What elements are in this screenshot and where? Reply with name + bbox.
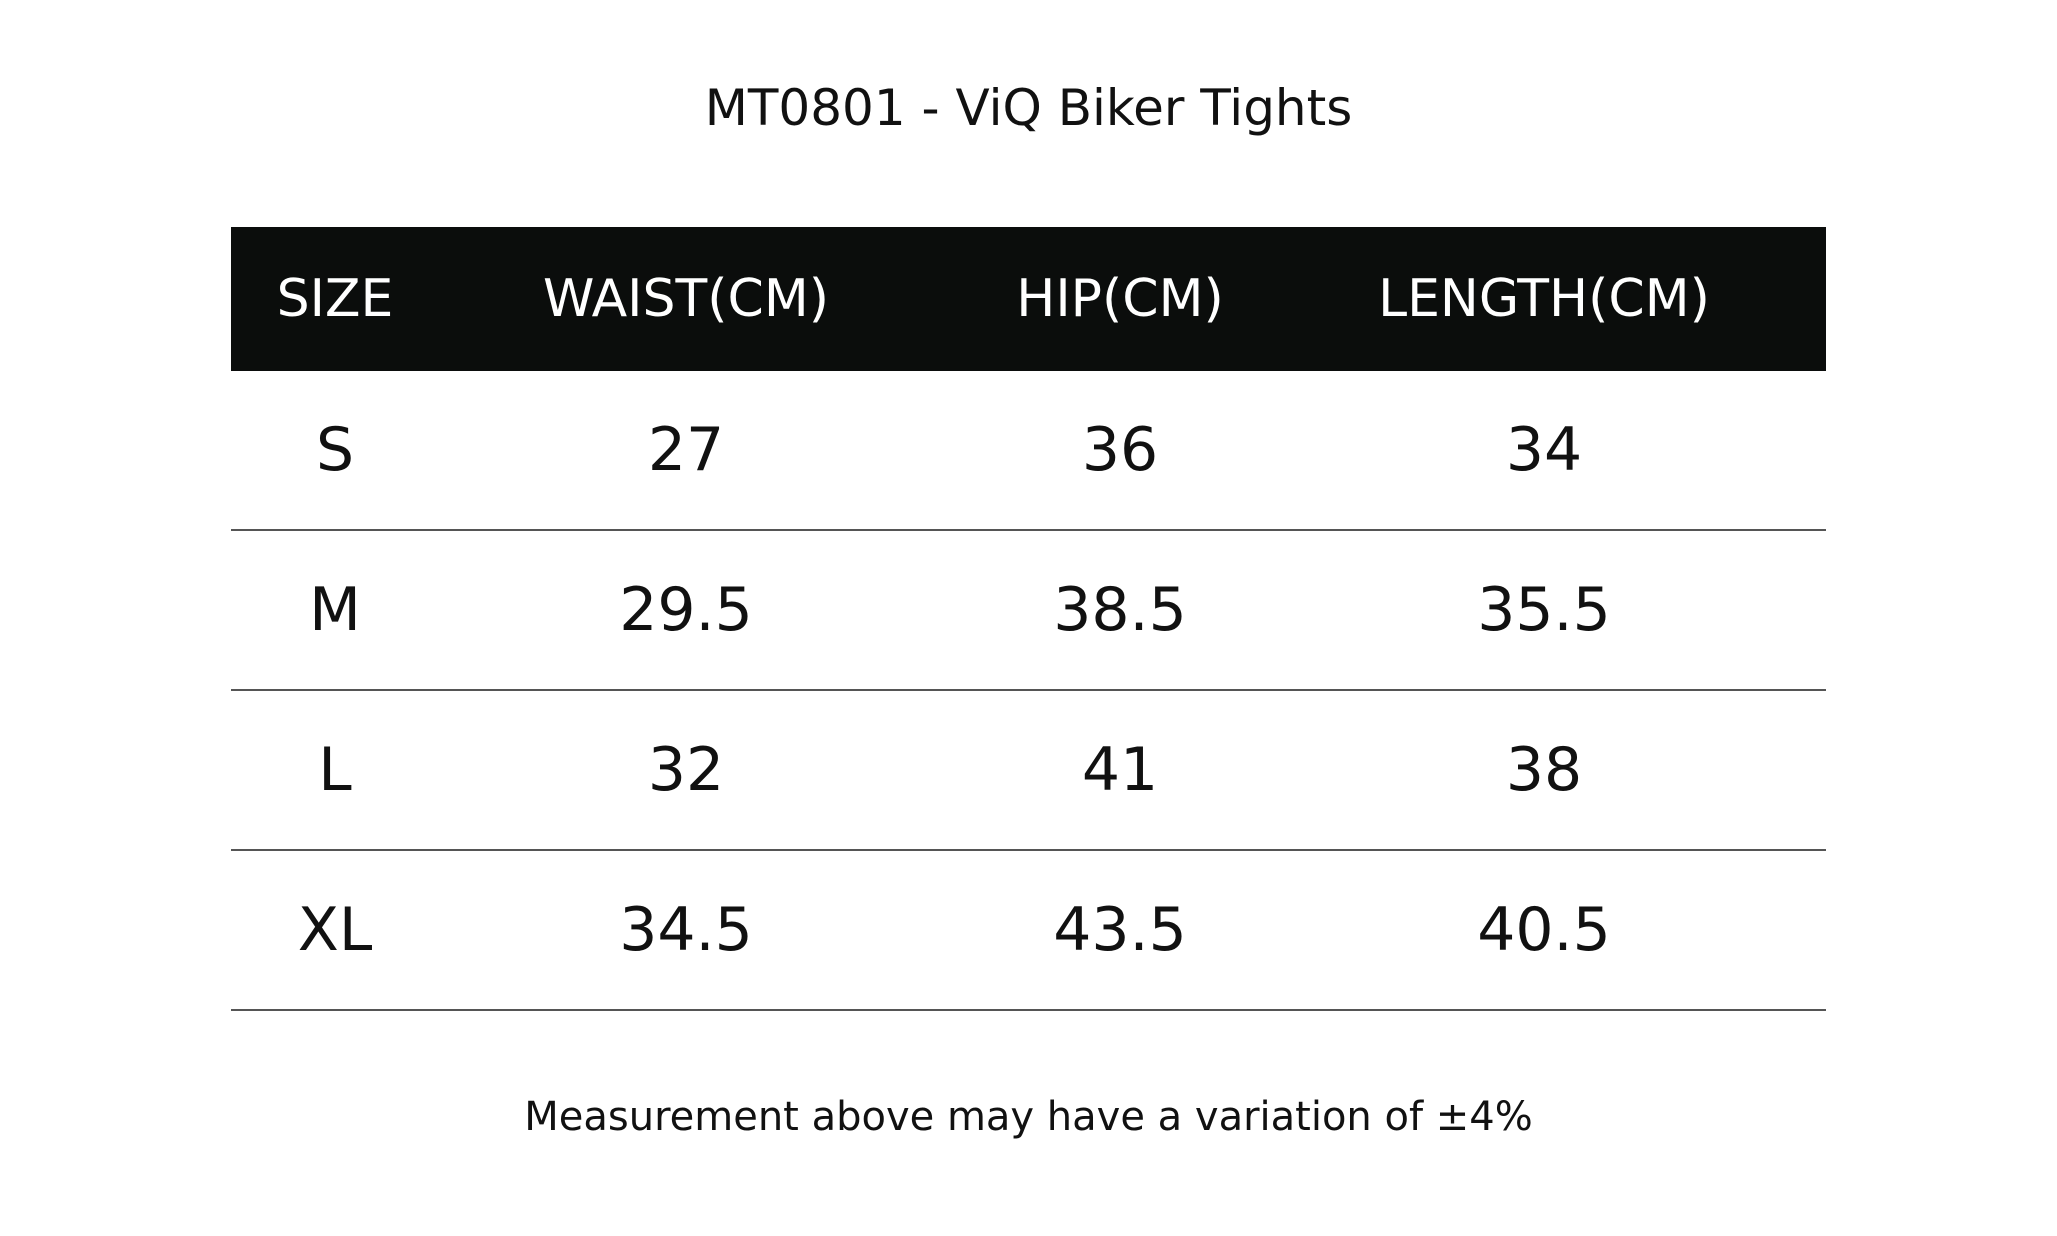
table-cell: 32	[647, 735, 725, 805]
column-header: LENGTH(CM)	[1378, 269, 1710, 329]
column-header: WAIST(CM)	[543, 269, 829, 329]
title: MT0801 - ViQ Biker Tights	[704, 79, 1353, 137]
table-cell: 29.5	[619, 575, 753, 645]
footnote: Measurement above may have a variation o…	[524, 1094, 1533, 1140]
size-table: SIZE WAIST(CM) HIP(CM) LENGTH(CM) S 27 36 34 M 29…	[231, 227, 1826, 1011]
column-header: SIZE	[276, 269, 394, 329]
table-cell: 38	[1505, 735, 1583, 805]
table-row: M 29.5 38.5 35.5	[231, 531, 1826, 691]
table-row: L 32 41 38	[231, 691, 1826, 851]
table-cell: L	[318, 735, 352, 805]
table-cell: 38.5	[1053, 575, 1187, 645]
table-cell: 34.5	[619, 895, 753, 965]
table-cell: S	[315, 415, 355, 485]
table-row: XL 34.5 43.5 40.5	[231, 851, 1826, 1011]
column-header: HIP(CM)	[1016, 269, 1224, 329]
table-cell: 36	[1081, 415, 1159, 485]
table-cell: 27	[647, 415, 725, 485]
table-row: S 27 36 34	[231, 371, 1826, 531]
table-cell: 43.5	[1053, 895, 1187, 965]
table-cell: M	[309, 575, 361, 645]
header-row: SIZE WAIST(CM) HIP(CM) LENGTH(CM)	[231, 227, 1826, 371]
table-cell: 34	[1505, 415, 1583, 485]
table-cell: 40.5	[1477, 895, 1611, 965]
table-cell: 35.5	[1477, 575, 1611, 645]
table-cell: XL	[297, 895, 373, 965]
table-cell: 41	[1081, 735, 1159, 805]
